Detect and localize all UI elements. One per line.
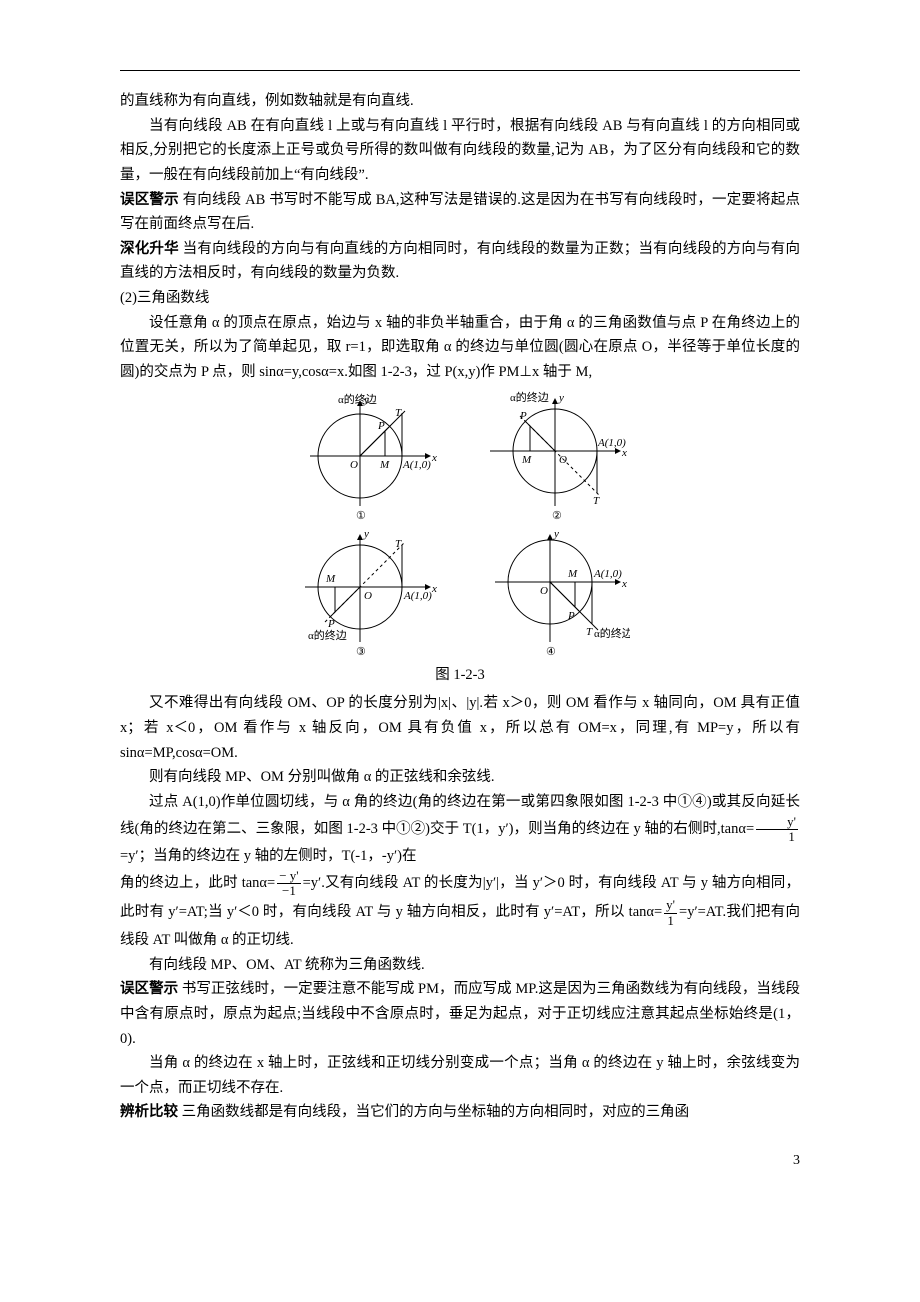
point-p-label: P [519,410,527,422]
point-p-label: P [377,420,385,432]
fraction-num: y' [664,898,677,913]
terminal-label: α的终边 [510,391,549,404]
body-text: 角的终边上，此时 tanα=− y'−1=y′.又有向线段 AT 的长度为|y′… [120,869,800,953]
figure-1-2-3: α的终边 y P T O M A(1,0) x ① α的终边 y [120,391,800,688]
y-axis-label: y [363,394,369,406]
terminal-label: α的终边 [594,626,630,640]
circled-1: ① [356,510,366,521]
terminal-label: α的终边 [308,628,347,642]
body-text: 设任意角 α 的顶点在原点，始边与 x 轴的非负半轴重合，由于角 α 的三角函数… [120,311,800,385]
terminal-label: α的终边 [338,392,377,406]
body-text: 又不难得出有向线段 OM、OP 的长度分别为|x|、|y|.若 x＞0，则 OM… [120,691,800,765]
fraction-den: 1 [756,830,798,844]
figure-row-top: α的终边 y P T O M A(1,0) x ① α的终边 y [120,391,800,521]
warning-text: 书写正弦线时，一定要注意不能写成 PM，而应写成 MP.这是因为三角函数线为有向… [120,981,800,1046]
text-fragment: =y′；当角的终边在 y 轴的左侧时，T(-1，-y′)在 [120,848,416,864]
y-axis-label: y [558,392,564,404]
fraction: y'1 [662,898,679,928]
point-a-label: A(1,0) [593,568,622,580]
point-t-label: T [586,626,593,638]
y-axis-label: y [553,528,559,540]
fraction: y'1 [754,815,800,845]
figure-caption: 图 1-2-3 [120,663,800,688]
y-axis-label: y [363,528,369,540]
unit-circle-diagram-2: α的终边 y P M O A(1,0) x T ② [480,391,630,521]
point-t-label: T [593,495,600,507]
compare-block: 辨析比较 三角函数线都是有向线段，当它们的方向与坐标轴的方向相同时，对应的三角函 [120,1100,800,1125]
body-text: 当角 α 的终边在 x 轴上时，正弦线和正切线分别变成一个点；当角 α 的终边在… [120,1051,800,1100]
fraction: − y'−1 [275,869,302,899]
origin-label: O [364,590,372,602]
fraction-den: 1 [664,914,677,928]
body-text: 的直线称为有向直线，例如数轴就是有向直线. [120,89,800,114]
circled-3: ③ [356,646,366,657]
document-page: 的直线称为有向直线，例如数轴就是有向直线. 当有向线段 AB 在有向直线 l 上… [0,0,920,1213]
point-p-label: P [567,610,575,622]
deep-block: 深化升华 当有向线段的方向与有向直线的方向相同时，有向线段的数量为正数；当有向线… [120,237,800,286]
point-t-label: T [395,407,402,419]
top-rule [120,70,800,71]
text-fragment: 过点 A(1,0)作单位圆切线，与 α 角的终边(角的终边在第一或第四象限如图 … [120,794,800,837]
text-fragment: 角的终边上，此时 tanα= [120,875,275,891]
unit-circle-diagram-1: α的终边 y P T O M A(1,0) x ① [290,391,440,521]
x-axis-label: x [621,447,627,459]
origin-label: O [350,459,358,471]
circled-4: ④ [546,646,556,657]
body-text: 当有向线段 AB 在有向直线 l 上或与有向直线 l 平行时，根据有向线段 AB… [120,114,800,188]
body-text: (2)三角函数线 [120,286,800,311]
deep-text: 当有向线段的方向与有向直线的方向相同时，有向线段的数量为正数；当有向线段的方向与… [120,241,800,282]
deep-label: 深化升华 [120,241,179,257]
circled-2: ② [552,510,562,521]
warning-label: 误区警示 [120,981,178,997]
page-number: 3 [120,1149,800,1173]
figure-row-bottom: y T M O A(1,0) x P α的终边 ③ y O [120,527,800,657]
x-axis-label: x [621,578,627,590]
fraction-num: − y' [277,869,300,884]
point-a-label: A(1,0) [403,590,432,602]
point-m-label: M [325,573,336,585]
warning-block: 误区警示 有向线段 AB 书写时不能写成 BA,这种写法是错误的.这是因为在书写… [120,188,800,237]
warning-block: 误区警示 书写正弦线时，一定要注意不能写成 PM，而应写成 MP.这是因为三角函… [120,977,800,1051]
origin-label: O [559,454,567,466]
body-text: 则有向线段 MP、OM 分别叫做角 α 的正弦线和余弦线. [120,765,800,790]
compare-text: 三角函数线都是有向线段，当它们的方向与坐标轴的方向相同时，对应的三角函 [178,1104,689,1120]
unit-circle-diagram-4: y O M A(1,0) x P T α的终边 ④ [480,527,630,657]
body-text: 有向线段 MP、OM、AT 统称为三角函数线. [120,953,800,978]
point-m-label: M [521,454,532,466]
x-axis-label: x [431,452,437,464]
point-p-label: P [327,618,335,630]
fraction-num: y' [756,815,798,830]
point-m-label: M [379,459,390,471]
point-t-label: T [395,538,402,550]
warning-label: 误区警示 [120,192,179,208]
compare-label: 辨析比较 [120,1104,178,1120]
x-axis-label: x [431,583,437,595]
warning-text: 有向线段 AB 书写时不能写成 BA,这种写法是错误的.这是因为在书写有向线段时… [120,192,800,233]
point-a-label: A(1,0) [402,459,431,471]
point-m-label: M [567,568,578,580]
fraction-den: −1 [277,884,300,898]
unit-circle-diagram-3: y T M O A(1,0) x P α的终边 ③ [290,527,440,657]
origin-label: O [540,585,548,597]
body-text: 过点 A(1,0)作单位圆切线，与 α 角的终边(角的终边在第一或第四象限如图 … [120,790,800,869]
